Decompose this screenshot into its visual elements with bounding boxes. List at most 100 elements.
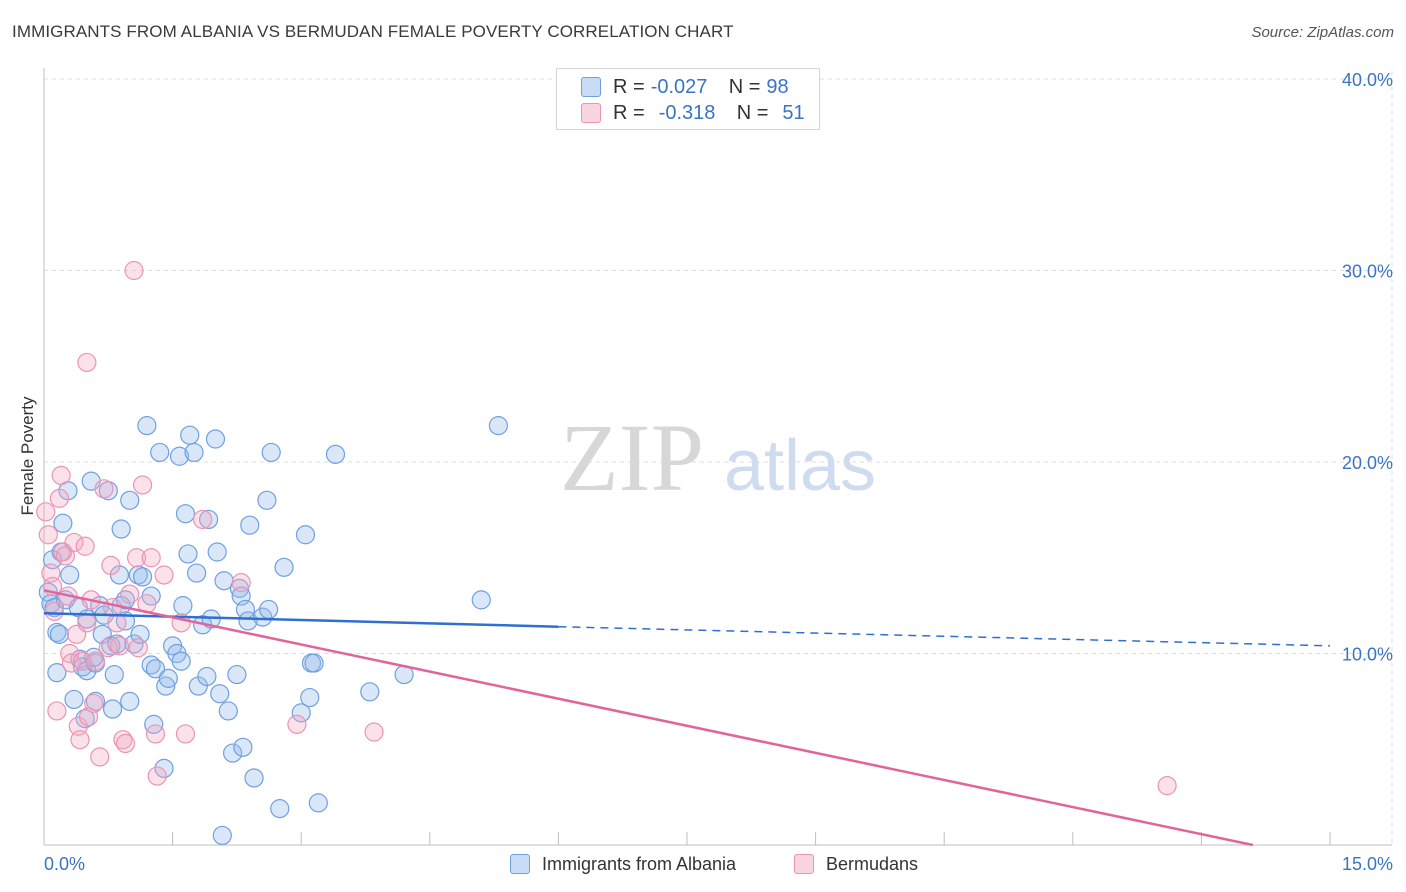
y-tick-label: 20.0% (1342, 453, 1393, 473)
albania-point (178, 544, 198, 564)
points-layer (36, 260, 1177, 846)
albania-swatch (581, 77, 601, 97)
bermudans-point (47, 701, 67, 721)
n-label: N = (736, 101, 769, 124)
y-axis-title: Female Poverty (18, 396, 37, 516)
albania-point (175, 504, 196, 524)
stats-legend-row-bermudans: R = -0.318 N = 51 (581, 101, 805, 125)
albania-point (49, 624, 70, 644)
albania-legend-label: Immigrants from Albania (542, 853, 737, 874)
albania-point (233, 737, 253, 757)
albania-point (471, 590, 491, 610)
chart-title: IMMIGRANTS FROM ALBANIA VS BERMUDAN FEMA… (12, 22, 734, 41)
albania-point (199, 509, 219, 530)
r-value-albania: -0.027 (650, 75, 708, 98)
y-tick-label: 30.0% (1342, 262, 1393, 282)
r-value-bermudans: -0.318 (658, 101, 716, 124)
albania-point (150, 442, 170, 463)
albania-point (156, 676, 176, 696)
albania-point (253, 607, 273, 627)
albania-point (104, 664, 124, 685)
legend-item-bermudans[interactable]: Bermudans (794, 852, 918, 876)
albania-point (257, 490, 277, 510)
albania-point (488, 416, 508, 436)
legend-item-albania[interactable]: Immigrants from Albania (510, 852, 736, 876)
albania-point (205, 429, 226, 449)
bermudans-point (231, 573, 251, 593)
bermudans-point (77, 613, 97, 633)
x-tick-label: 0.0% (44, 854, 85, 874)
albania-point (304, 653, 324, 673)
bermudans-point (101, 555, 121, 576)
bermudans-point (141, 548, 161, 568)
n-label: N = (728, 75, 761, 98)
watermark-zip: ZIP (560, 404, 704, 511)
bermudans-point (49, 488, 70, 508)
albania-point (244, 768, 264, 788)
bermudans-point (44, 601, 64, 621)
bermudans-legend-label: Bermudans (826, 853, 919, 874)
albania-point (75, 709, 95, 729)
bermudans-point (109, 636, 130, 656)
r-label: R = (613, 101, 645, 124)
bermudans-point (124, 260, 144, 281)
bermudans-point (1157, 776, 1177, 796)
albania-point (300, 687, 320, 708)
albania-point (259, 599, 279, 620)
albania-point (214, 571, 234, 591)
albania-point (218, 701, 238, 721)
bermudans-point (193, 509, 213, 530)
albania-point (197, 666, 217, 687)
n-value-albania: 98 (766, 75, 789, 98)
albania-point (270, 799, 290, 819)
albania-point (295, 525, 316, 545)
albania-point (102, 699, 123, 719)
axis-layer (43, 68, 1392, 846)
bermudans-point (287, 714, 307, 734)
bermudans-point (120, 584, 140, 604)
bermudans-point (90, 747, 110, 767)
bermudans-point (85, 651, 106, 671)
bermudans-point (70, 730, 90, 750)
bermudans-point (115, 733, 136, 754)
watermark-atlas: atlas (724, 426, 876, 506)
albania-point (132, 567, 153, 587)
albania-trend-line (43, 612, 559, 628)
stats-legend-row-albania: R = -0.027 N = 98 (581, 75, 789, 99)
trend-layer (43, 589, 1331, 847)
albania-point (171, 651, 191, 671)
albania-point (120, 691, 140, 711)
albania-point (238, 611, 258, 631)
stats-legend: R = -0.027 N = 98 R = -0.318 N = 51 (556, 68, 820, 130)
albania-point (240, 515, 260, 535)
albania-point (360, 682, 380, 702)
albania-point (53, 513, 73, 533)
bermudans-point (364, 722, 384, 742)
albania-point (60, 565, 80, 585)
n-value-bermudans: 51 (782, 101, 805, 124)
bermudans-point (38, 525, 58, 545)
albania-point (223, 743, 243, 763)
albania-point (184, 442, 204, 463)
albania-trend-extension (558, 625, 1331, 647)
bermudans-point (147, 766, 167, 786)
albania-point (144, 714, 164, 734)
y-tick-label: 10.0% (1342, 645, 1393, 665)
bermudans-point (107, 613, 127, 633)
albania-point (111, 519, 131, 539)
bermudans-point (126, 548, 147, 568)
source-credit: Source: ZipAtlas.com (1251, 24, 1394, 41)
bermudans-point (75, 536, 95, 556)
albania-point (158, 668, 178, 688)
albania-point (47, 663, 67, 683)
albania-point (173, 596, 193, 616)
bermudans-point (94, 479, 114, 499)
bermudans-point (154, 565, 174, 585)
albania-point (64, 689, 84, 710)
albania-point (187, 563, 207, 583)
bermudans-point (36, 502, 56, 522)
albania-point (291, 703, 311, 723)
r-label: R = (613, 75, 645, 98)
bermudans-point (84, 693, 104, 713)
